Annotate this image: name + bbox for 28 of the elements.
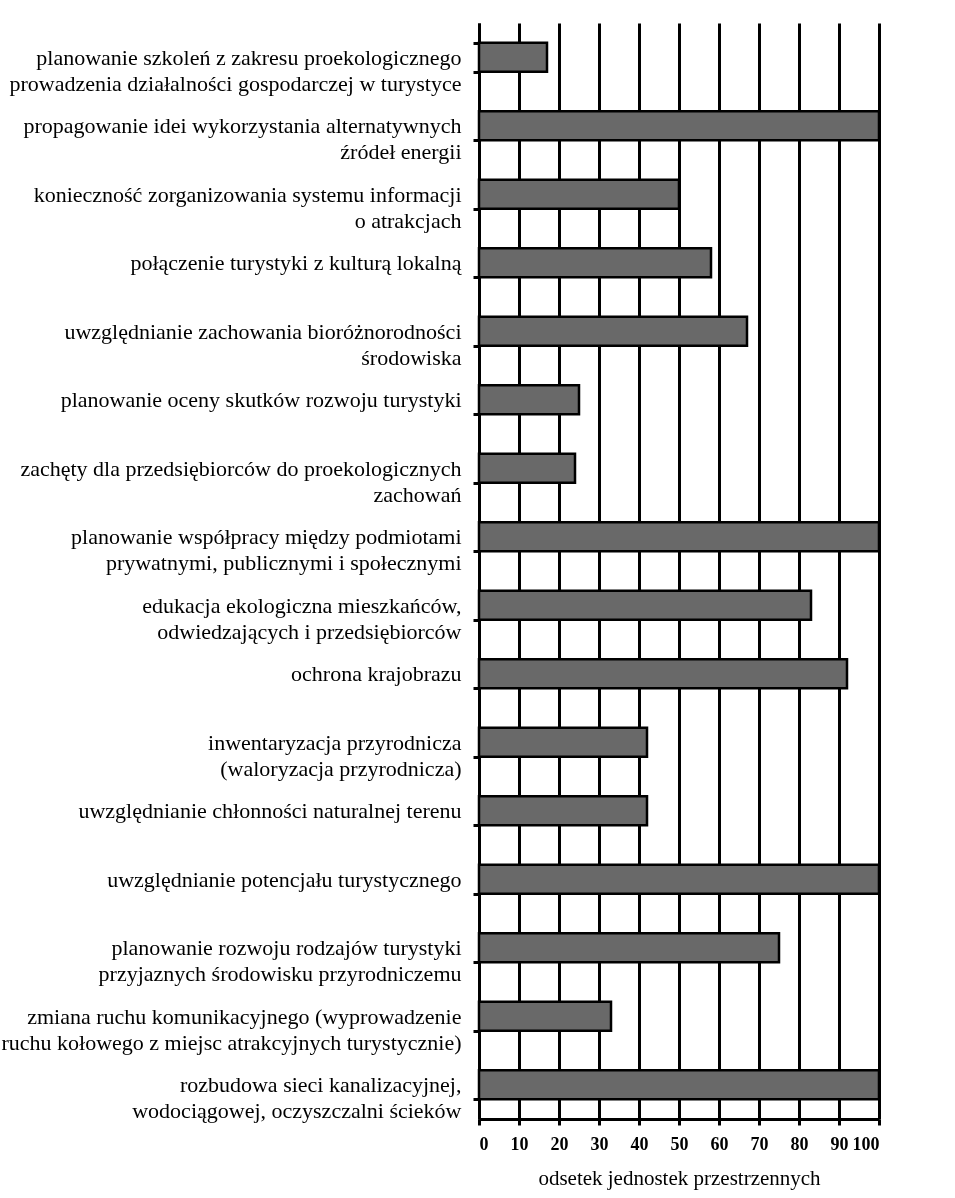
y-tick-label: edukacja ekologiczna mieszkańców, odwiedzających i przedsiębiorców bbox=[142, 592, 462, 644]
x-tick-label: 40 bbox=[630, 1133, 649, 1154]
x-tick-label: 10 bbox=[510, 1133, 529, 1154]
y-tick-label: konieczność zorganizowania systemu informacji o atrakcjach bbox=[33, 181, 462, 233]
y-tick-label: zmiana ruchu komunikacyjnego (wyprowadzenie ruchu kołowego z miejsc atrakcyjnych turystycznie) bbox=[1, 1003, 462, 1055]
y-tick-label: uwzględnianie chłonności naturalnej terenu bbox=[78, 798, 462, 824]
y-tick-label: planowanie rozwoju rodzajów turystyki przyjaznych środowisku przyrodniczemu bbox=[98, 935, 462, 987]
y-tick-label: planowanie szkoleń z zakresu proekologicznego prowadzenia działalności gospodarczej w turystyce bbox=[9, 44, 462, 96]
y-tick-label: planowanie współpracy między podmiotami prywatnymi, publicznymi i społecznymi bbox=[71, 524, 462, 576]
y-tick-label: zachęty dla przedsiębiorców do proekologicznych zachowań bbox=[20, 455, 462, 507]
x-tick-label: 0 bbox=[479, 1133, 489, 1154]
x-tick-label: 90 bbox=[830, 1133, 849, 1154]
y-tick-label: propagowanie idei wykorzystania alternatywnych źródeł energii bbox=[23, 113, 462, 165]
x-axis-title: odsetek jednostek przestrzennych bbox=[538, 1165, 822, 1190]
y-tick-label: inwentaryzacja przyrodnicza (waloryzacja przyrodnicza) bbox=[208, 729, 462, 781]
y-tick-label: uwzględnianie zachowania bioróżnorodności środowiska bbox=[64, 318, 462, 370]
x-tick-label: 50 bbox=[670, 1133, 689, 1154]
x-tick-label: 80 bbox=[790, 1133, 809, 1154]
x-tick-label: 70 bbox=[750, 1133, 769, 1154]
y-tick-label: uwzględnianie potencjału turystycznego bbox=[107, 866, 462, 892]
x-tick-label: 30 bbox=[590, 1133, 609, 1154]
y-tick-label: połączenie turystyki z kulturą lokalną bbox=[130, 250, 462, 276]
y-tick-label: rozbudowa sieci kanalizacyjnej, wodociągowej, oczyszczalni ścieków bbox=[132, 1072, 462, 1124]
y-tick-label: ochrona krajobrazu bbox=[291, 661, 462, 687]
x-tick-label: 100 bbox=[852, 1133, 880, 1154]
x-tick-label: 60 bbox=[710, 1133, 729, 1154]
y-tick-label: planowanie oceny skutków rozwoju turystyki bbox=[60, 387, 462, 413]
x-tick-label: 20 bbox=[550, 1133, 569, 1154]
